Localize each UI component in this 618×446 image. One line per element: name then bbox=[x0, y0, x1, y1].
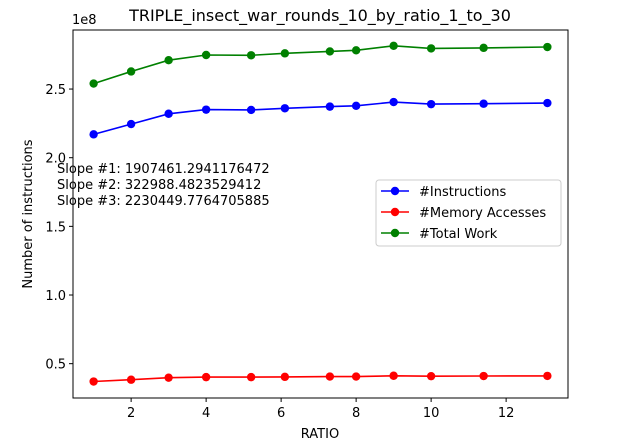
legend-label-1: #Instructions bbox=[419, 185, 506, 200]
series-1-point bbox=[325, 102, 335, 111]
series-3-point bbox=[426, 44, 436, 53]
series-2-point bbox=[89, 377, 98, 386]
series-3-point bbox=[246, 51, 256, 60]
series-3-point bbox=[164, 56, 173, 65]
series-3-point bbox=[479, 43, 488, 53]
legend-label-3: #Total Work bbox=[419, 227, 498, 242]
series-3-point bbox=[543, 42, 552, 52]
legend-marker-3 bbox=[390, 228, 400, 238]
series-3-point bbox=[280, 49, 290, 58]
y-tick-label: 1.0 bbox=[45, 289, 66, 304]
series-2-point bbox=[325, 372, 335, 381]
legend-marker-2 bbox=[390, 207, 400, 217]
series-1-point bbox=[351, 101, 361, 110]
series-1-point bbox=[389, 97, 398, 107]
x-tick-label: 6 bbox=[277, 406, 285, 421]
series-2-point bbox=[280, 372, 290, 382]
y-axis-label: Number of instructions bbox=[21, 139, 36, 288]
y-tick-label: 2.5 bbox=[45, 83, 66, 98]
series-2-point bbox=[126, 375, 136, 384]
series-3-point bbox=[126, 67, 136, 76]
x-tick-label: 4 bbox=[202, 406, 210, 421]
series-2-point bbox=[479, 371, 488, 381]
legend: #Instructions #Memory Accesses #Total Work bbox=[375, 179, 562, 247]
x-tick-label: 2 bbox=[127, 406, 135, 421]
series-1-point bbox=[426, 99, 436, 109]
x-axis: 2 4 6 8 10 12 bbox=[127, 398, 514, 421]
y-tick-label: 0.5 bbox=[45, 358, 66, 373]
series-2-point bbox=[389, 371, 398, 380]
series-2-point bbox=[246, 372, 256, 382]
slope-annotations: Slope #1: 1907461.2941176472 Slope #2: 3… bbox=[57, 162, 270, 209]
y-axis: 0.5 1.0 1.5 2.0 2.5 bbox=[45, 83, 73, 373]
chart-title: TRIPLE_insect_war_rounds_10_by_ratio_1_t… bbox=[128, 6, 511, 26]
y-tick-label: 2.0 bbox=[45, 152, 66, 167]
x-tick-label: 12 bbox=[498, 406, 515, 421]
series-layer bbox=[89, 41, 552, 386]
series-1-point bbox=[280, 104, 290, 113]
slope-annotation-3: Slope #3: 2230449.7764705885 bbox=[57, 194, 270, 209]
y-tick-label: 1.5 bbox=[45, 220, 66, 235]
legend-frame bbox=[375, 179, 562, 247]
x-tick-label: 10 bbox=[423, 406, 440, 421]
slope-annotation-1: Slope #1: 1907461.2941176472 bbox=[57, 162, 270, 177]
x-tick-label: 8 bbox=[352, 406, 360, 421]
series-line-2 bbox=[93, 374, 548, 383]
series-2-point bbox=[426, 371, 436, 381]
x-axis-label: RATIO bbox=[301, 427, 339, 442]
series-1-point bbox=[164, 109, 173, 118]
series-3-point bbox=[201, 50, 211, 60]
series-1-point bbox=[543, 98, 552, 108]
series-line-1 bbox=[93, 101, 548, 136]
series-2-point bbox=[201, 372, 211, 382]
series-3-point bbox=[89, 79, 98, 88]
y-multiplier-label: 1e8 bbox=[72, 13, 97, 28]
series-1-point bbox=[246, 105, 256, 115]
series-2-point bbox=[543, 371, 552, 381]
series-1-point bbox=[89, 130, 98, 139]
series-3-point bbox=[351, 46, 361, 55]
slope-annotation-2: Slope #2: 322988.4823529412 bbox=[57, 178, 261, 193]
series-1-point bbox=[201, 105, 211, 114]
legend-marker-1 bbox=[390, 186, 400, 196]
series-3-point bbox=[389, 41, 398, 50]
series-line-3 bbox=[93, 44, 548, 85]
series-1-point bbox=[126, 119, 136, 129]
series-1-point bbox=[479, 99, 488, 108]
series-2-point bbox=[351, 372, 361, 381]
series-3-point bbox=[325, 47, 335, 56]
legend-label-2: #Memory Accesses bbox=[419, 206, 546, 221]
series-2-point bbox=[164, 373, 173, 382]
